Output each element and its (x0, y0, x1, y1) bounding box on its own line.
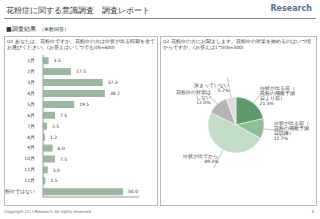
svg-text:3月: 3月 (27, 80, 35, 85)
html-text:■調査結果 （単数回答）: ■調査結果 （単数回答） (6, 25, 69, 32)
svg-text:3.5: 3.5 (54, 58, 61, 63)
svg-text:7月: 7月 (27, 124, 35, 129)
svg-text:37.3: 37.3 (108, 80, 118, 85)
svg-text:6.0: 6.0 (58, 146, 65, 151)
html-text:花粉症に関する意識調査 調査レポート: 花粉症に関する意識調査 調査レポート (6, 6, 150, 15)
svg-text:4月: 4月 (27, 91, 35, 96)
svg-text:3.0: 3.0 (53, 168, 60, 173)
svg-text:9月: 9月 (27, 145, 35, 150)
svg-text:6月: 6月 (27, 113, 35, 118)
svg-text:7.5: 7.5 (60, 113, 67, 118)
svg-text:決まっていない5.7%: 決まっていない5.7% (194, 82, 230, 93)
svg-text:花粉症の対策はしない12.0%: 花粉症の対策はしない12.0% (176, 88, 212, 104)
svg-text:症状が出る前（花粉の飛散予測日以降）11.7%: 症状が出る前（花粉の飛散予測日以降）11.7% (274, 119, 309, 140)
svg-text:10月: 10月 (24, 156, 35, 161)
html-text:Copyright (C) i-Research All r: Copyright (C) i-Research All rights rese… (4, 209, 91, 214)
svg-text:1.5: 1.5 (50, 178, 57, 183)
svg-text:2.5: 2.5 (52, 124, 59, 129)
svg-text:症状が出てから49.3%: 症状が出てから49.3% (183, 153, 219, 164)
svg-text:17.5: 17.5 (76, 69, 86, 74)
svg-text:症状が出る前（花粉の飛散予測日より前）21.3%: 症状が出る前（花粉の飛散予測日より前）21.3% (260, 84, 295, 105)
html-text:Research: Research (270, 4, 312, 13)
html-text:Q1 あなたは、花粉症ですか。花粉症の方は症状が出る時期を全: Q1 あなたは、花粉症ですか。花粉症の方は症状が出る時期を全てお選びください。(… (7, 39, 155, 50)
svg-text:1月: 1月 (27, 58, 35, 63)
svg-text:11月: 11月 (24, 167, 35, 172)
svg-text:12月: 12月 (24, 178, 35, 183)
svg-text:38.7: 38.7 (110, 91, 120, 96)
html-text:4: 4 (311, 209, 314, 214)
html-text:Q2 花粉症の方にお聞きします。花粉症の対策を始めるのはいつ: Q2 花粉症の方にお聞きします。花粉症の対策を始めるのはいつ頃からですか。(お答… (163, 39, 311, 50)
svg-text:50.0: 50.0 (128, 189, 138, 194)
svg-text:2月: 2月 (27, 69, 35, 74)
svg-text:1.2: 1.2 (50, 135, 57, 140)
svg-text:7.5: 7.5 (60, 157, 67, 162)
svg-text:19.5: 19.5 (79, 102, 89, 107)
svg-text:8月: 8月 (27, 135, 35, 140)
svg-text:5月: 5月 (27, 102, 35, 107)
svg-text:花粉症ではない: 花粉症ではない (8, 188, 35, 194)
